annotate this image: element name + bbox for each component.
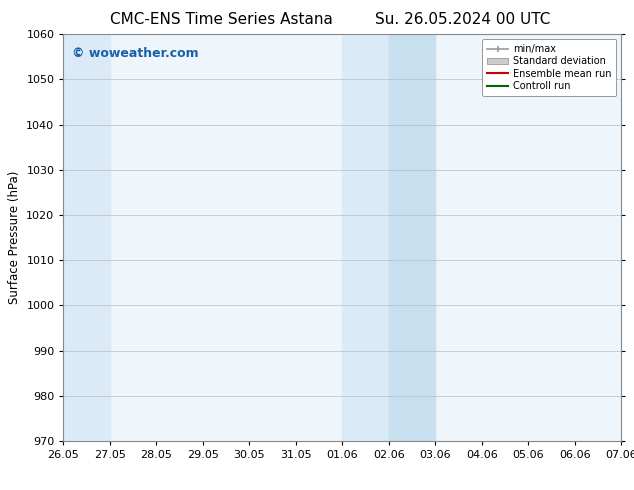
Text: Su. 26.05.2024 00 UTC: Su. 26.05.2024 00 UTC xyxy=(375,12,550,27)
Bar xyxy=(389,34,436,441)
Text: © woweather.com: © woweather.com xyxy=(72,47,198,59)
Bar xyxy=(342,34,389,441)
Bar xyxy=(63,34,110,441)
Legend: min/max, Standard deviation, Ensemble mean run, Controll run: min/max, Standard deviation, Ensemble me… xyxy=(482,39,616,96)
Y-axis label: Surface Pressure (hPa): Surface Pressure (hPa) xyxy=(8,171,21,304)
Text: CMC-ENS Time Series Astana: CMC-ENS Time Series Astana xyxy=(110,12,333,27)
